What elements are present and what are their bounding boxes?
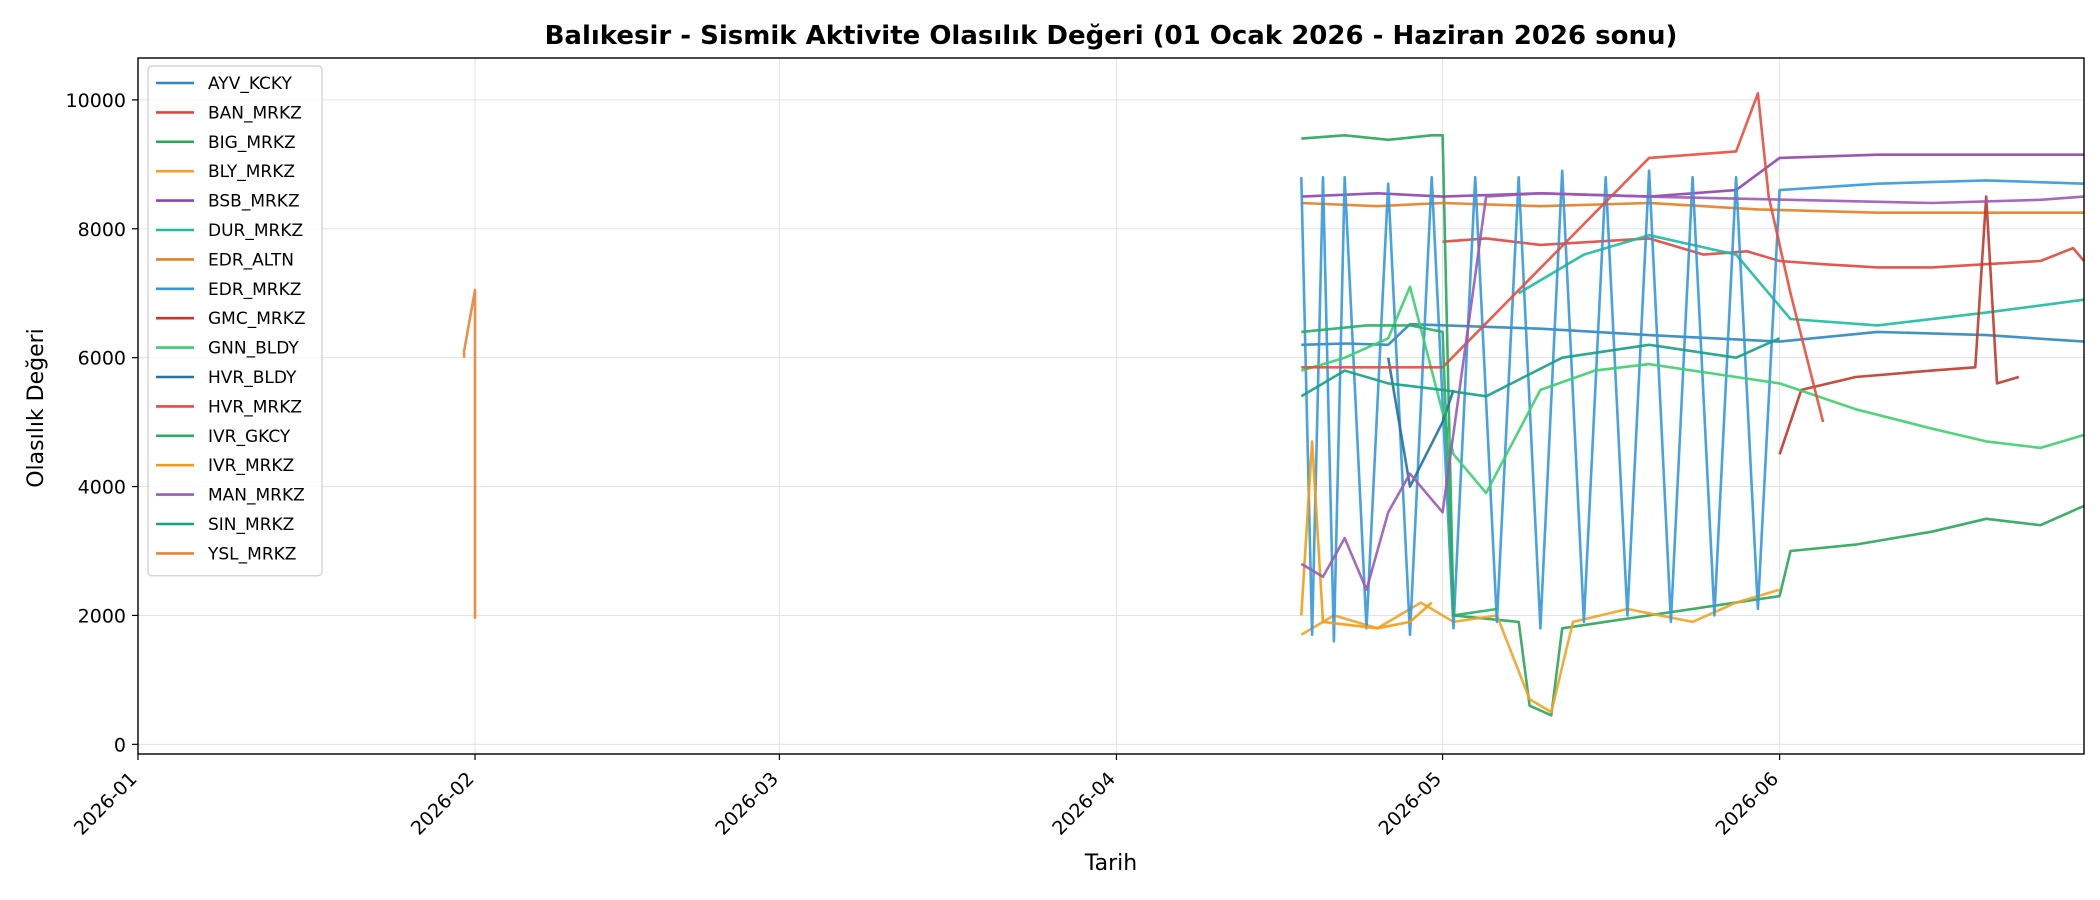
series-line-hvr-mrkz	[1301, 92, 1825, 423]
legend-item: HVR_MRKZ	[156, 397, 302, 417]
legend-label: BAN_MRKZ	[208, 103, 302, 123]
y-tick-label: 2000	[78, 605, 126, 627]
legend-label: SIN_MRKZ	[208, 515, 294, 535]
legend-label: HVR_MRKZ	[208, 397, 302, 417]
series-line-gnn-bldy	[1300, 285, 2085, 495]
x-tick-label: 2026-03	[711, 768, 783, 840]
x-tick-label: 2026-02	[407, 768, 479, 840]
y-tick-label: 10000	[66, 90, 126, 112]
series-line-big-mrkz	[1301, 134, 2085, 717]
x-tick-label: 2026-05	[1374, 768, 1446, 840]
legend-item: GNN_BLDY	[156, 339, 299, 359]
series-line-ayv-kcky	[1301, 322, 2085, 347]
legend-item: IVR_GKCY	[156, 427, 291, 447]
legend-label: BIG_MRKZ	[208, 133, 296, 153]
x-axis-label: Tarih	[1084, 851, 1137, 876]
legend-label: BSB_MRKZ	[208, 192, 300, 212]
legend-item: EDR_MRKZ	[156, 280, 301, 300]
legend-label: AYV_KCKY	[208, 74, 292, 94]
legend-label: HVR_BLDY	[208, 368, 297, 388]
x-tick-label: 2026-01	[70, 768, 142, 840]
series-line-edr-altn	[1301, 201, 2084, 214]
y-tick-label: 6000	[78, 348, 126, 370]
y-tick-label: 8000	[78, 219, 126, 241]
chart-title: Balıkesir - Sismik Aktivite Olasılık Değ…	[545, 21, 1678, 51]
legend-label: IVR_GKCY	[208, 427, 291, 447]
legend-item: IVR_MRKZ	[156, 456, 294, 476]
legend-label: EDR_MRKZ	[208, 280, 301, 300]
legend-item: BSB_MRKZ	[156, 192, 300, 212]
legend-item: BAN_MRKZ	[156, 103, 302, 123]
legend-label: GNN_BLDY	[208, 339, 299, 359]
legend-label: EDR_ALTN	[208, 250, 294, 270]
legend-item: BIG_MRKZ	[156, 133, 296, 153]
series-line-ysl-mrkz	[462, 288, 477, 619]
series-line-dur-mrkz	[1518, 233, 2085, 327]
legend-label: IVR_MRKZ	[208, 456, 294, 476]
series-lines	[462, 92, 2085, 717]
y-tick-label: 4000	[78, 477, 126, 499]
legend: AYV_KCKY BAN_MRKZ BIG_MRKZ BLY_MRKZ BSB_MRKZ…	[147, 65, 323, 577]
x-tick-label: 2026-06	[1711, 768, 1783, 840]
plot-frame	[137, 57, 2085, 755]
series-line-man-mrkz	[1300, 192, 2085, 592]
y-tick-label: 0	[114, 734, 126, 756]
series-line-gmc-mrkz	[1778, 195, 2020, 455]
legend-label: DUR_MRKZ	[208, 221, 303, 241]
series-line-hvr-bldy	[1386, 357, 1455, 488]
legend-item: HVR_BLDY	[156, 368, 297, 388]
legend-label: YSL_MRKZ	[207, 544, 296, 564]
series-line-sin-mrkz	[1300, 337, 1781, 398]
grid	[137, 58, 2084, 754]
x-tick-label: 2026-04	[1048, 768, 1120, 840]
legend-item: MAN_MRKZ	[156, 486, 305, 506]
series-line-ivr-gkcy	[1301, 324, 1498, 617]
y-axis-label: Olasılık Değeri	[24, 328, 49, 488]
legend-label: BLY_MRKZ	[208, 162, 295, 182]
legend-item: GMC_MRKZ	[156, 309, 305, 329]
legend-box	[147, 65, 323, 577]
series-line-edr-mrkz	[1300, 169, 2085, 643]
legend-item: AYV_KCKY	[156, 74, 292, 94]
legend-item: SIN_MRKZ	[156, 515, 294, 535]
legend-item: YSL_MRKZ	[156, 544, 296, 564]
legend-item: DUR_MRKZ	[156, 221, 303, 241]
legend-label: GMC_MRKZ	[208, 309, 305, 329]
legend-item: EDR_ALTN	[156, 250, 294, 270]
legend-item: BLY_MRKZ	[156, 162, 295, 182]
series-line-ivr-mrkz	[1300, 440, 1433, 630]
legend-label: MAN_MRKZ	[208, 486, 305, 506]
